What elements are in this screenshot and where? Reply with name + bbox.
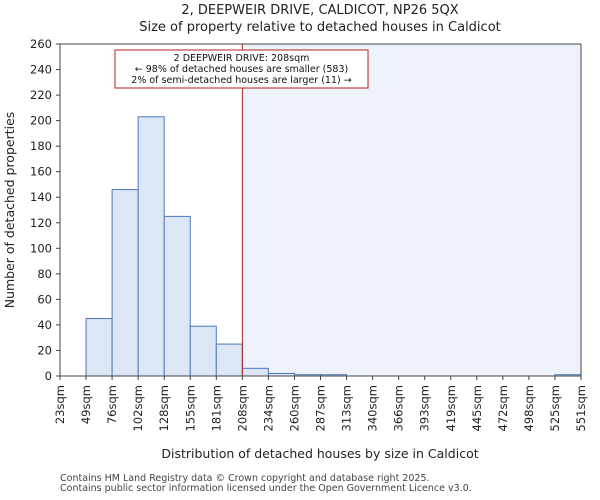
annotation-line: 2% of semi-detached houses are larger (1… xyxy=(131,75,351,86)
x-tick-label: 49sqm xyxy=(79,385,93,424)
x-tick-label: 525sqm xyxy=(548,385,562,431)
x-tick-label: 234sqm xyxy=(261,385,275,431)
x-tick-label: 313sqm xyxy=(340,385,354,431)
x-tick-label: 155sqm xyxy=(183,385,197,431)
footer-licence: Contains public sector information licen… xyxy=(60,483,472,494)
annotation-box xyxy=(114,49,369,89)
x-tick-label: 287sqm xyxy=(314,385,328,431)
x-tick-label: 340sqm xyxy=(366,385,380,431)
annotation-line: 2 DEEPWEIR DRIVE: 208sqm xyxy=(174,53,310,64)
y-tick-label: 160 xyxy=(30,165,52,179)
x-tick-label: 498sqm xyxy=(522,385,536,431)
y-tick-label: 60 xyxy=(37,292,52,306)
footer-copyright: Contains HM Land Registry data © Crown c… xyxy=(60,473,430,484)
y-axis-label: Number of detached properties xyxy=(2,112,17,309)
y-tick-label: 120 xyxy=(30,216,52,230)
bar xyxy=(189,325,217,377)
y-tick-label: 80 xyxy=(37,267,52,281)
y-tick-label: 200 xyxy=(30,114,52,128)
y-tick-label: 260 xyxy=(30,37,52,51)
bar xyxy=(241,367,269,377)
x-axis-label: Distribution of detached houses by size … xyxy=(161,446,478,461)
y-tick-label: 180 xyxy=(30,139,52,153)
bar xyxy=(163,215,191,377)
y-tick-label: 220 xyxy=(30,88,52,102)
x-tick-label: 472sqm xyxy=(496,385,510,431)
y-tick-label: 240 xyxy=(30,63,52,77)
y-tick-label: 20 xyxy=(37,343,52,357)
x-tick-label: 102sqm xyxy=(131,385,145,431)
bar xyxy=(137,116,165,377)
y-tick-label: 40 xyxy=(37,318,52,332)
x-tick-label: 419sqm xyxy=(444,385,458,431)
x-tick-label: 76sqm xyxy=(105,385,119,424)
highlight-region xyxy=(242,44,581,376)
chart-title: 2, DEEPWEIR DRIVE, CALDICOT, NP26 5QX xyxy=(181,3,458,18)
annotation-line: ← 98% of detached houses are smaller (58… xyxy=(135,64,348,75)
x-tick-label: 23sqm xyxy=(53,385,67,424)
x-tick-label: 260sqm xyxy=(287,385,301,431)
y-tick-label: 100 xyxy=(30,241,52,255)
x-tick-label: 366sqm xyxy=(392,385,406,431)
x-tick-label: 445sqm xyxy=(470,385,484,431)
x-tick-label: 551sqm xyxy=(574,385,588,431)
bar xyxy=(111,189,139,377)
x-tick-label: 128sqm xyxy=(157,385,171,431)
y-tick-label: 0 xyxy=(45,369,52,383)
y-tick-label: 140 xyxy=(30,190,52,204)
bar xyxy=(215,343,243,377)
chart-subtitle: Size of property relative to detached ho… xyxy=(139,20,501,35)
x-tick-label: 181sqm xyxy=(209,385,223,431)
x-tick-label: 208sqm xyxy=(235,385,249,431)
bar xyxy=(85,318,113,377)
x-tick-label: 393sqm xyxy=(418,385,432,431)
